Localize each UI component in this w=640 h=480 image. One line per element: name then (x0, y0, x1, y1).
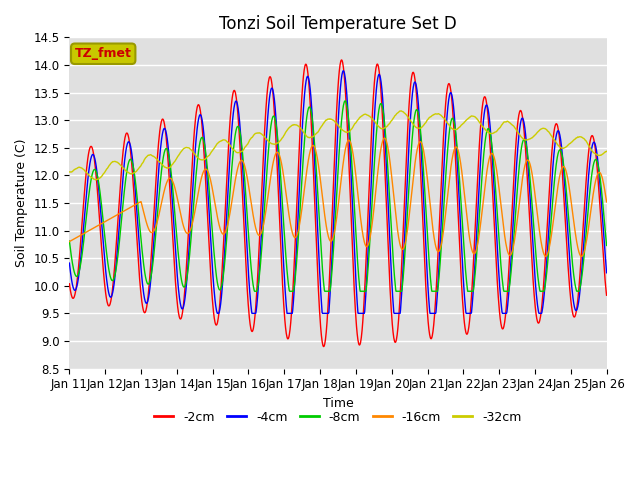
-8cm (540, 288, 547, 294)
-16cm (172, 189, 180, 194)
-4cm (492, 222, 500, 228)
-4cm (422, 246, 429, 252)
-2cm (245, 311, 253, 316)
-32cm (186, 145, 193, 151)
Legend: -2cm, -4cm, -8cm, -16cm, -32cm: -2cm, -4cm, -8cm, -16cm, -32cm (149, 406, 527, 429)
-2cm (540, 283, 547, 289)
-32cm (603, 148, 611, 154)
-8cm (172, 222, 180, 228)
X-axis label: Time: Time (323, 397, 353, 410)
-4cm (340, 68, 348, 73)
Line: -8cm: -8cm (69, 101, 607, 291)
-4cm (214, 311, 221, 316)
-16cm (381, 135, 388, 141)
-4cm (540, 299, 547, 304)
-8cm (251, 288, 259, 294)
-4cm (185, 249, 193, 255)
-8cm (185, 260, 193, 265)
-8cm (341, 98, 349, 104)
-16cm (65, 239, 73, 244)
-16cm (540, 249, 547, 254)
Text: TZ_fmet: TZ_fmet (75, 47, 132, 60)
-32cm (65, 169, 73, 175)
-16cm (422, 160, 429, 166)
Line: -4cm: -4cm (69, 71, 607, 313)
-8cm (492, 194, 500, 200)
-2cm (492, 258, 500, 264)
-8cm (603, 242, 611, 248)
-16cm (492, 162, 500, 168)
-32cm (172, 156, 180, 162)
-2cm (338, 57, 346, 63)
-2cm (422, 286, 429, 291)
-8cm (65, 238, 73, 244)
-4cm (65, 260, 73, 266)
Line: -16cm: -16cm (69, 138, 607, 256)
-16cm (603, 199, 611, 205)
-32cm (397, 108, 405, 114)
Line: -2cm: -2cm (69, 60, 607, 347)
-4cm (172, 252, 180, 258)
-2cm (65, 281, 73, 287)
-4cm (246, 284, 253, 289)
-16cm (578, 253, 586, 259)
-2cm (172, 284, 180, 289)
-4cm (603, 270, 611, 276)
-32cm (422, 120, 429, 125)
Line: -32cm: -32cm (69, 111, 607, 180)
-2cm (603, 292, 611, 298)
Title: Tonzi Soil Temperature Set D: Tonzi Soil Temperature Set D (219, 15, 457, 33)
-32cm (540, 125, 547, 131)
-16cm (245, 185, 253, 191)
-32cm (246, 138, 253, 144)
-32cm (492, 129, 500, 135)
-32cm (92, 177, 99, 183)
-8cm (422, 208, 429, 214)
Y-axis label: Soil Temperature (C): Soil Temperature (C) (15, 139, 28, 267)
-16cm (185, 230, 193, 236)
-8cm (245, 238, 253, 244)
-2cm (320, 344, 328, 349)
-2cm (185, 221, 193, 227)
